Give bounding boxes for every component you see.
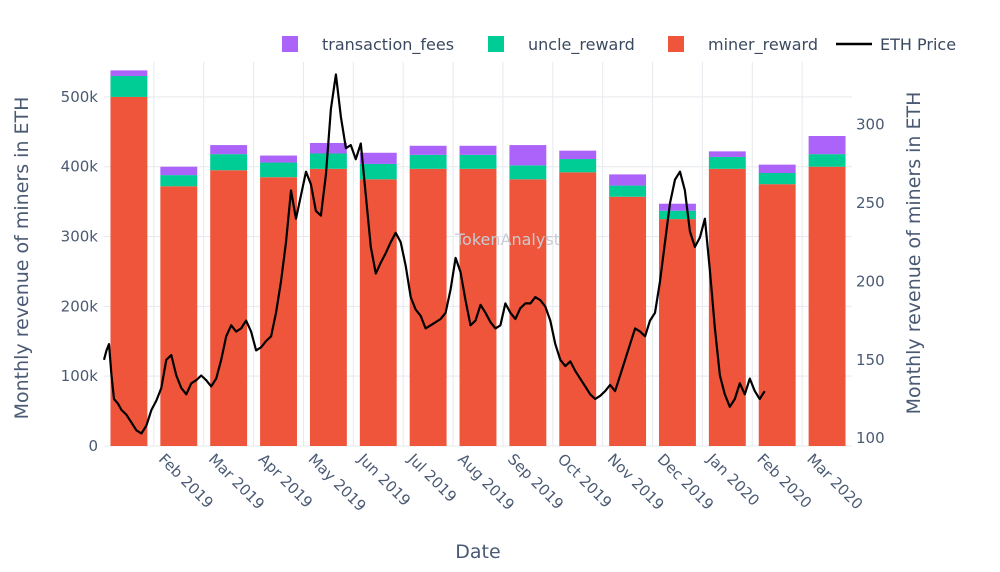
bar-transaction-fees	[708, 151, 746, 157]
bar-miner-reward	[659, 219, 696, 446]
bar-uncle-reward	[260, 162, 297, 178]
legend-swatch	[488, 36, 504, 52]
x-axis-title: Date	[455, 541, 500, 563]
bar-uncle-reward	[559, 159, 597, 173]
y-axis-title-right: Monthly revenue of miners in ETH	[903, 92, 925, 415]
bar-uncle-reward	[758, 173, 796, 185]
legend-label: uncle_reward	[528, 35, 635, 55]
bar-uncle-reward	[708, 156, 746, 169]
bar-miner-reward	[509, 179, 547, 446]
bar-uncle-reward	[659, 210, 696, 220]
y-axis-right: 100 150 200 250 300	[856, 116, 885, 447]
bar-uncle-reward	[459, 154, 497, 169]
y2-tick-label: 250	[856, 194, 885, 212]
y-tick-label: 0	[88, 437, 98, 455]
bar-transaction-fees	[260, 155, 297, 163]
x-tick-label: Mar 2020	[803, 450, 866, 513]
legend-label: miner_reward	[708, 35, 818, 55]
bar-transaction-fees	[659, 203, 696, 211]
y-tick-label: 200k	[61, 297, 99, 315]
bar-uncle-reward	[110, 75, 148, 97]
bar-miner-reward	[708, 168, 746, 446]
bar-uncle-reward	[509, 165, 547, 180]
legend-item: miner_reward	[668, 35, 818, 55]
bar-transaction-fees	[359, 152, 397, 164]
y-axis-title-left: Monthly revenue of miners in ETH	[11, 97, 33, 420]
bar-miner-reward	[559, 172, 597, 446]
watermark-text: TokenAnalyst	[454, 230, 560, 249]
bar-uncle-reward	[808, 154, 846, 167]
bar-uncle-reward	[359, 163, 397, 180]
y2-tick-label: 100	[856, 429, 885, 447]
legend-item: uncle_reward	[488, 35, 635, 55]
legend-item: ETH Price	[836, 35, 956, 54]
bar-transaction-fees	[808, 136, 846, 155]
bar-uncle-reward	[309, 153, 347, 169]
legend: transaction_fees uncle_reward miner_reward…	[282, 35, 956, 55]
bar-transaction-fees	[110, 70, 148, 76]
bar-transaction-fees	[509, 145, 547, 166]
bar-transaction-fees	[459, 145, 497, 155]
bar-miner-reward	[160, 186, 198, 446]
bar-uncle-reward	[409, 154, 447, 169]
bar-transaction-fees	[160, 166, 198, 176]
bar-miner-reward	[609, 196, 647, 446]
bar-transaction-fees	[210, 145, 248, 155]
bar-miner-reward	[260, 177, 297, 446]
bar-transaction-fees	[609, 174, 647, 186]
stacked-bars	[110, 70, 846, 446]
legend-swatch	[668, 36, 684, 52]
bar-miner-reward	[210, 170, 248, 446]
bar-miner-reward	[309, 168, 347, 446]
y-axis-left: 0 100k 200k 300k 400k 500k	[61, 88, 99, 455]
bar-uncle-reward	[160, 175, 198, 187]
y2-tick-label: 200	[856, 272, 885, 290]
legend-item: transaction_fees	[282, 35, 454, 55]
y-tick-label: 100k	[61, 367, 99, 385]
y2-tick-label: 300	[856, 116, 885, 134]
bar-transaction-fees	[758, 164, 796, 174]
bar-miner-reward	[359, 179, 397, 446]
bar-miner-reward	[110, 96, 148, 446]
legend-label: ETH Price	[880, 35, 956, 54]
y-tick-label: 500k	[61, 88, 99, 106]
bar-miner-reward	[808, 166, 846, 446]
bar-transaction-fees	[409, 145, 447, 155]
bar-miner-reward	[459, 168, 497, 446]
eth-price-line	[102, 73, 766, 435]
y2-tick-label: 150	[856, 351, 885, 369]
y-tick-label: 400k	[61, 158, 99, 176]
y-tick-label: 300k	[61, 228, 99, 246]
legend-label: transaction_fees	[322, 35, 454, 55]
legend-swatch	[282, 36, 298, 52]
bar-miner-reward	[758, 184, 796, 446]
eth-price-line-layer	[102, 73, 766, 435]
bar-transaction-fees	[559, 150, 597, 160]
bar-uncle-reward	[210, 154, 248, 171]
bar-uncle-reward	[609, 185, 647, 197]
